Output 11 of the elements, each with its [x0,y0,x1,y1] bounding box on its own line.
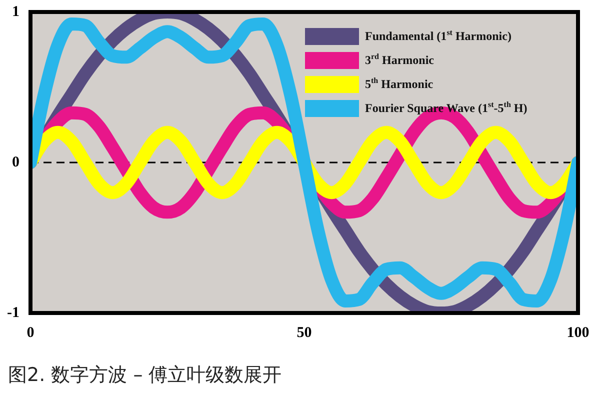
caption: 图2. 数字方波 – 傅立叶级数展开 [8,363,282,388]
legend-label: 5$^{th}$ Harmonic [365,76,434,92]
x-tick-label: 0 [26,324,34,341]
y-tick-label: 1 [12,4,20,20]
y-tick-label: 0 [12,154,20,170]
x-tick-label: 100 [566,324,590,341]
legend-label: Fundamental (1$^{st}$ Harmonic) [365,28,512,44]
legend-label: Fourier Square Wave (1$^{st}$-5$^{th}$ H) [365,100,528,116]
legend-label: 3$^{rd}$ Harmonic [365,52,434,68]
x-tick-label: 50 [296,324,312,341]
y-tick-label: -1 [6,304,20,321]
